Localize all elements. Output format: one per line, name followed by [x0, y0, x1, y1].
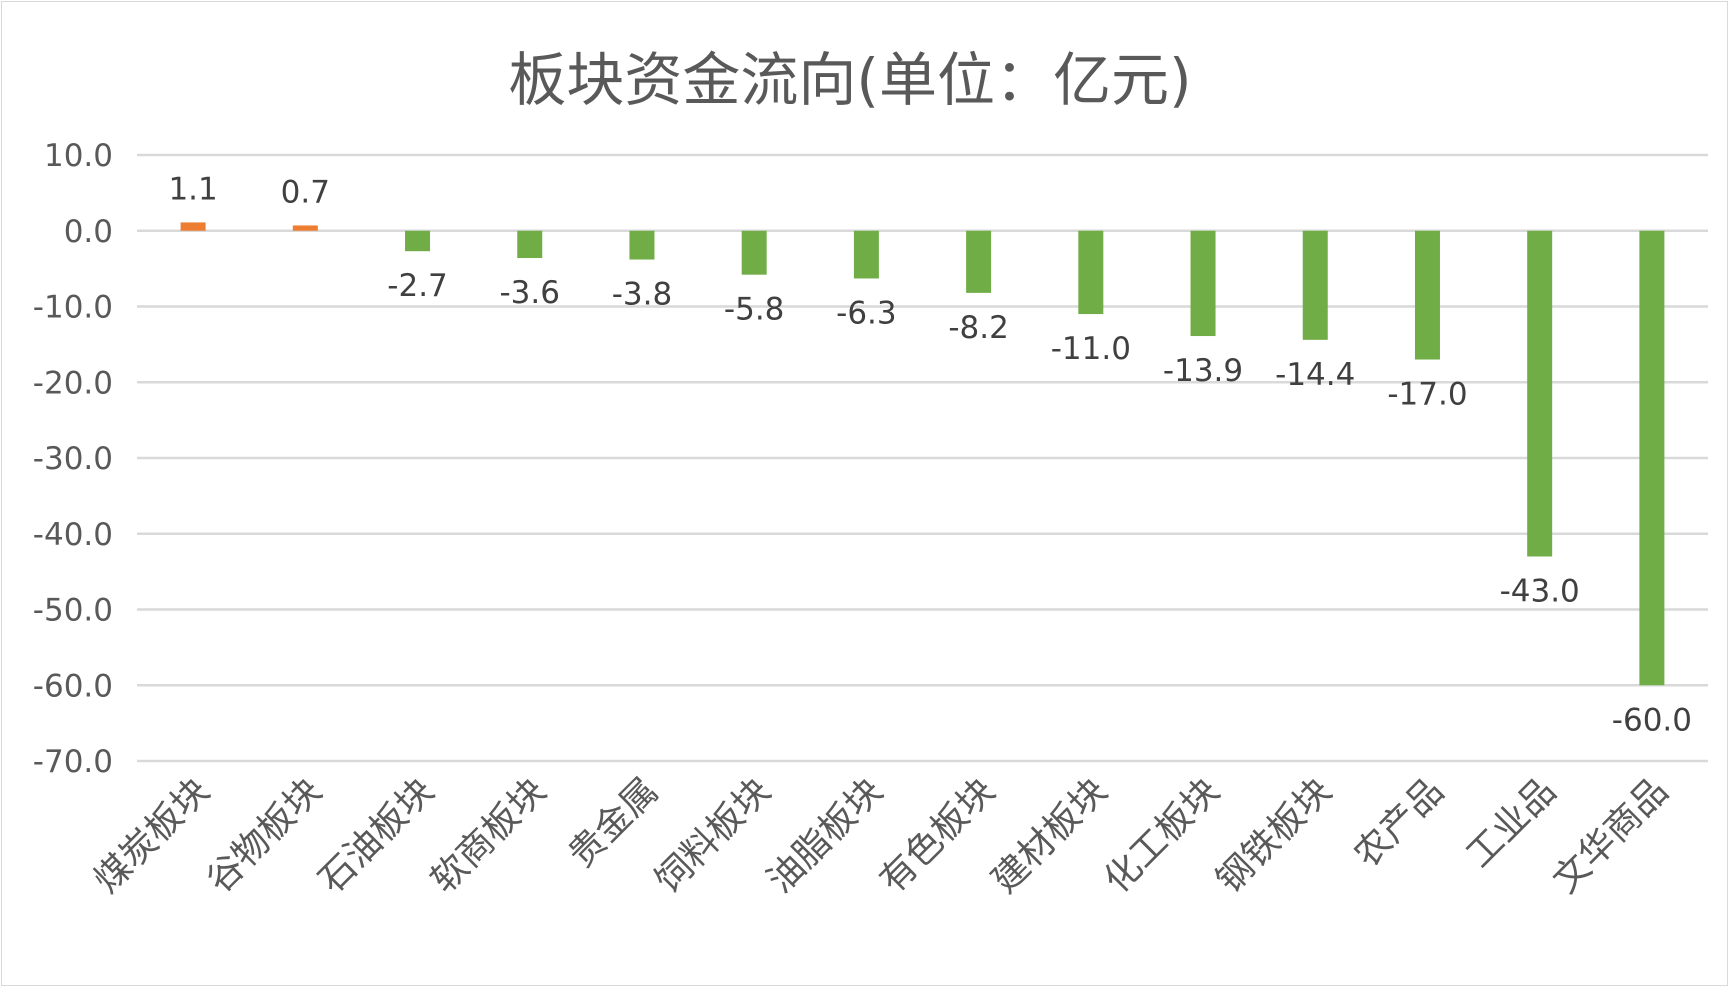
bar	[1639, 230, 1665, 686]
y-tick-label: -20.0	[33, 365, 113, 401]
x-category-label: 化工板块	[1097, 770, 1228, 901]
x-category-label: 石油板块	[311, 770, 442, 901]
data-label: -3.8	[612, 277, 673, 313]
bar	[853, 230, 879, 279]
y-tick-label: -50.0	[33, 593, 113, 629]
x-category-label: 饲料板块	[648, 770, 779, 901]
data-label: 1.1	[168, 171, 217, 207]
x-category-label: 油脂板块	[760, 770, 891, 901]
bar	[1302, 230, 1328, 340]
x-category-label: 钢铁板块	[1209, 770, 1340, 901]
bar	[292, 225, 318, 231]
data-label: -60.0	[1612, 702, 1692, 738]
x-category-label: 软商板块	[423, 770, 554, 901]
x-category-label: 煤炭板块	[87, 770, 218, 901]
y-tick-label: -30.0	[33, 441, 113, 477]
x-category-label: 建材板块	[984, 770, 1115, 901]
bar	[1078, 230, 1104, 315]
y-tick-label: 0.0	[64, 214, 113, 250]
data-label: -11.0	[1051, 331, 1131, 367]
bar	[517, 230, 543, 259]
x-category-label: 工业品	[1459, 770, 1564, 875]
bar	[405, 230, 431, 252]
x-category-label: 贵金属	[561, 770, 666, 875]
data-label: -6.3	[836, 295, 897, 331]
chart-title: 板块资金流向(单位：亿元)	[508, 46, 1191, 114]
x-category-label: 农产品	[1346, 770, 1451, 875]
gridlines	[137, 153, 1708, 763]
data-label: -13.9	[1163, 353, 1243, 389]
data-label: -3.6	[500, 275, 561, 311]
bar	[966, 230, 992, 293]
y-axis-ticks: 10.0 0.0 -10.0 -20.0 -30.0 -40.0 -50.0 -60.0 -70…	[33, 138, 113, 780]
x-category-label: 有色板块	[872, 770, 1003, 901]
data-label: -5.8	[724, 292, 785, 328]
y-tick-label: -10.0	[33, 290, 113, 326]
data-label: 0.7	[281, 174, 330, 210]
data-label: -2.7	[387, 268, 448, 304]
bar	[1527, 230, 1553, 557]
y-tick-label: 10.0	[44, 138, 113, 174]
data-label: -8.2	[948, 310, 1009, 346]
data-labels: 1.1 0.7 -2.7 -3.6 -3.8 -5.8 -6.3 -8.2 -11.0 -13.9…	[168, 171, 1692, 738]
x-category-label: 谷物板块	[199, 770, 330, 901]
bar	[180, 222, 206, 231]
y-tick-label: -60.0	[33, 668, 113, 704]
bar	[629, 230, 655, 260]
bar	[741, 230, 767, 275]
bar	[1190, 230, 1216, 337]
bar	[1414, 230, 1440, 360]
x-category-label: 文华商品	[1545, 770, 1676, 901]
data-label: -14.4	[1275, 357, 1355, 393]
data-label: -17.0	[1387, 377, 1467, 413]
y-tick-label: -70.0	[33, 744, 113, 780]
data-label: -43.0	[1500, 573, 1580, 609]
y-tick-label: -40.0	[33, 517, 113, 553]
bars	[180, 222, 1665, 686]
